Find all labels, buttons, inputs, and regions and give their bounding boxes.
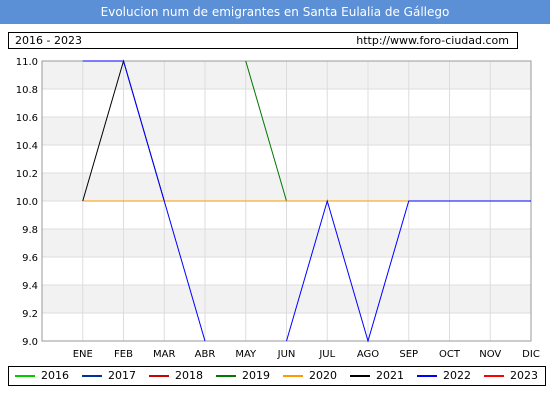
y-tick-label: 9.0 — [22, 337, 38, 348]
x-tick-label: ENE — [73, 349, 93, 360]
info-box: 2016 - 2023 http://www.foro-ciudad.com — [8, 32, 518, 49]
legend-label: 2023 — [510, 369, 538, 382]
series-line-2022 — [82, 60, 206, 342]
y-tick-label: 11.0 — [16, 57, 38, 68]
year-range: 2016 - 2023 — [15, 34, 82, 47]
x-tick-label: JUN — [277, 349, 296, 360]
x-tick-label: FEB — [114, 349, 133, 360]
series-line-2019 — [245, 60, 287, 202]
x-tick-label: OCT — [439, 349, 461, 360]
x-tick-label: DIC — [522, 349, 540, 360]
y-tick-label: 10.6 — [16, 113, 38, 124]
source-url: http://www.foro-ciudad.com — [356, 34, 509, 47]
x-tick-label: NOV — [479, 349, 501, 360]
chart-legend: 2016 2017 2018 2019 2020 2021 2022 2023 — [8, 366, 546, 386]
y-tick-label: 10.2 — [16, 169, 38, 180]
legend-swatch — [149, 375, 169, 377]
x-tick-label: MAY — [235, 349, 257, 360]
legend-swatch — [417, 375, 437, 377]
legend-label: 2018 — [175, 369, 203, 382]
y-tick-label: 9.2 — [22, 309, 38, 320]
y-tick-label: 9.4 — [22, 281, 38, 292]
y-tick-label: 9.8 — [22, 225, 38, 236]
legend-swatch — [82, 375, 102, 377]
legend-label: 2022 — [443, 369, 471, 382]
x-tick-label: MAR — [153, 349, 175, 360]
x-tick-label: SEP — [399, 349, 418, 360]
x-tick-label: AGO — [357, 349, 379, 360]
x-tick-label: JUL — [318, 349, 335, 360]
y-tick-label: 9.6 — [22, 253, 38, 264]
y-tick-label: 10.8 — [16, 85, 38, 96]
x-tick-label: ABR — [195, 349, 216, 360]
legend-swatch — [283, 375, 303, 377]
legend-swatch — [216, 375, 236, 377]
line-chart: 9.0 9.2 9.4 9.6 9.8 10.0 10.2 10.4 10.6 10.8 11.0 E… — [16, 57, 540, 360]
legend-swatch — [484, 375, 504, 377]
legend-label: 2019 — [242, 369, 270, 382]
chart-title: Evolucion num de emigrantes en Santa Eul… — [0, 0, 550, 24]
legend-label: 2016 — [41, 369, 69, 382]
series-line-2022 — [286, 199, 531, 343]
legend-swatch — [15, 375, 35, 377]
y-tick-label: 10.4 — [16, 141, 38, 152]
legend-label: 2020 — [309, 369, 337, 382]
legend-swatch — [350, 375, 370, 377]
y-tick-label: 10.0 — [16, 197, 38, 208]
legend-label: 2017 — [108, 369, 136, 382]
legend-label: 2021 — [376, 369, 404, 382]
